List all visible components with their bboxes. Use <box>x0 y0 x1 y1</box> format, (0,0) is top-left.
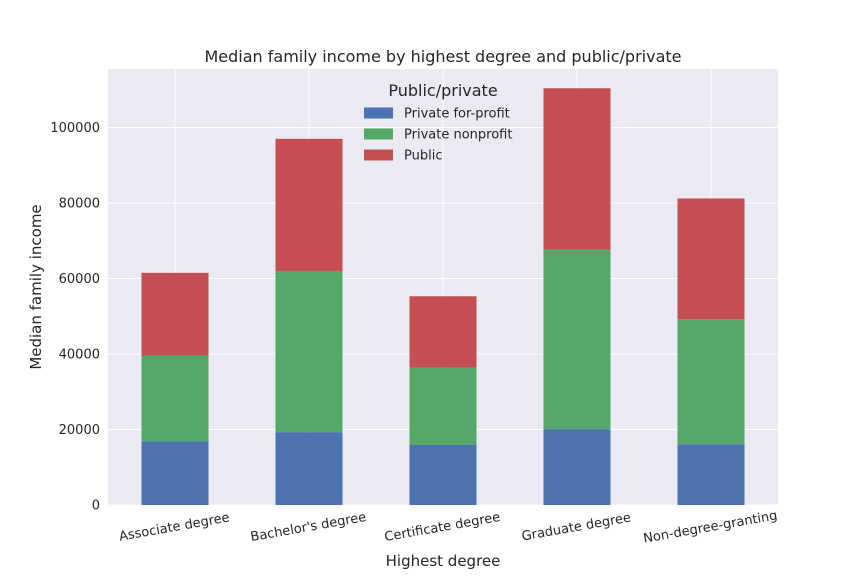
bar-graduate-degree-private-nonprofit <box>543 249 611 430</box>
legend-label-private-nonprofit: Private nonprofit <box>404 128 512 143</box>
x-tick-label: Bachelor's degree <box>249 510 367 545</box>
legend-items: Private for-profit Private nonprofit Publi… <box>364 107 512 164</box>
bar-certificate-degree-private-nonprofit <box>409 367 477 445</box>
x-tick-label: Graduate degree <box>521 511 633 545</box>
bar-associate-degree-public <box>141 272 209 356</box>
bar-graduate-degree-public <box>543 88 611 250</box>
x-tick-label: Certificate degree <box>383 510 501 545</box>
bar-bachelor-s-degree-private-nonprofit <box>275 270 343 433</box>
x-axis-ticks: Associate degree Bachelor's degree Certifi… <box>118 508 779 546</box>
y-axis-title: Median family income <box>27 204 45 369</box>
y-tick-label: 60000 <box>59 272 100 287</box>
y-tick-label: 20000 <box>59 423 100 438</box>
legend-swatch-public <box>364 149 393 161</box>
bar-non-degree-granting-private-nonprofit <box>677 319 745 445</box>
y-tick-label: 80000 <box>59 197 100 212</box>
legend-swatch-private-for-profit <box>364 107 393 119</box>
bar-certificate-degree-private-for-profit <box>409 444 477 505</box>
legend: Public/private Private for-profitPrivate… <box>364 81 512 164</box>
x-tick-label: Non-degree-granting <box>642 508 778 546</box>
legend-label-private-for-profit: Private for-profit <box>404 107 510 122</box>
bars <box>141 88 745 505</box>
y-axis-ticks: 0 20000 40000 60000 80000 100000 <box>50 121 100 513</box>
bar-bachelor-s-degree-public <box>275 138 343 271</box>
bar-non-degree-granting-public <box>677 198 745 320</box>
x-axis-title: Highest degree <box>386 552 501 570</box>
chart-title: Median family income by highest degree a… <box>204 47 681 66</box>
y-tick-label: 0 <box>92 499 100 514</box>
legend-title: Public/private <box>388 81 497 100</box>
legend-label-public: Public <box>404 149 442 164</box>
x-tick-label: Associate degree <box>118 510 231 544</box>
bar-associate-degree-private-for-profit <box>141 441 209 505</box>
bar-associate-degree-private-nonprofit <box>141 355 209 442</box>
bar-graduate-degree-private-for-profit <box>543 429 611 505</box>
bar-non-degree-granting-private-for-profit <box>677 444 745 505</box>
y-tick-label: 40000 <box>59 348 100 363</box>
bar-bachelor-s-degree-private-for-profit <box>275 432 343 505</box>
y-tick-label: 100000 <box>50 121 100 136</box>
bar-certificate-degree-public <box>409 296 477 368</box>
legend-swatch-private-nonprofit <box>364 128 393 140</box>
